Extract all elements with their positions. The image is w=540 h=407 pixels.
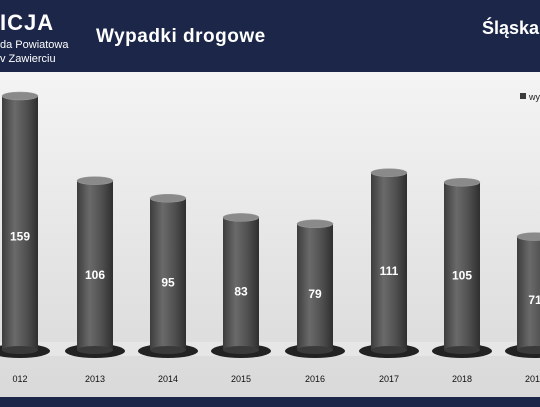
legend: wy [520,92,540,102]
bar-2018 [444,182,480,350]
bar-top-2019 [516,232,540,241]
tick-label-2019: 2019 [525,374,540,384]
bar-2017 [371,172,407,350]
bar-2015 [223,217,259,350]
bar-bottom-2014 [150,346,186,354]
data-label-2012: 159 [10,230,30,244]
chart-title: Wypadki drogowe [96,26,266,47]
data-label-2014: 95 [161,276,175,290]
data-label-2019: 71 [528,293,540,307]
bar-2016 [297,223,333,350]
data-label-2017: 111 [380,264,399,278]
legend-label: wy [528,92,540,102]
data-label-2016: 79 [308,287,322,301]
tick-label-2017: 2017 [379,374,399,384]
logo-sub-line-1: da Powiatowa [0,39,69,51]
tick-label-2015: 2015 [231,374,251,384]
tick-label-2018: 2018 [452,374,472,384]
bar-top-2012 [1,91,39,101]
bar-2012 [2,96,38,350]
bar-top-2015 [222,213,260,222]
data-label-2015: 83 [234,284,248,298]
bar-2013 [77,180,113,350]
site-name: Śląska.P [482,18,540,38]
bar-top-2016 [296,219,334,229]
x-axis-tick-labels: 012 2013 2014 2015 2016 2017 2018 2019 [12,374,540,384]
bar-top-2013 [76,176,114,185]
data-label-2013: 106 [85,268,105,282]
bar-chart: 159 106 95 83 79 111 105 71 012 2013 2014 2015 2016… [0,72,540,397]
bar-bottom-2013 [77,346,113,354]
data-label-2018: 105 [452,269,472,283]
bar-2019 [517,236,540,350]
bar-bottom-2012 [2,346,38,354]
footer-bar [0,397,540,407]
bar-bottom-2015 [223,346,259,354]
bar-bottom-2017 [371,346,407,354]
tick-label-2013: 2013 [85,374,105,384]
bar-bottom-2018 [444,346,480,354]
logo-sub-line-2: v Zawierciu [0,53,56,65]
bar-bottom-2016 [297,346,333,354]
bars-group: 159 106 95 83 79 111 105 71 [0,91,540,358]
tick-label-2012: 012 [12,374,27,384]
logo-main-text: ICJA [0,10,55,35]
tick-label-2016: 2016 [305,374,325,384]
header: ICJA da Powiatowa v Zawierciu Wypadki dr… [0,0,540,72]
bar-top-2018 [443,178,481,187]
bar-2014 [150,198,186,350]
bar-top-2014 [149,193,187,203]
tick-label-2014: 2014 [158,374,178,384]
legend-swatch [520,93,526,99]
bar-bottom-2019 [517,346,540,354]
bar-top-2017 [370,168,408,177]
